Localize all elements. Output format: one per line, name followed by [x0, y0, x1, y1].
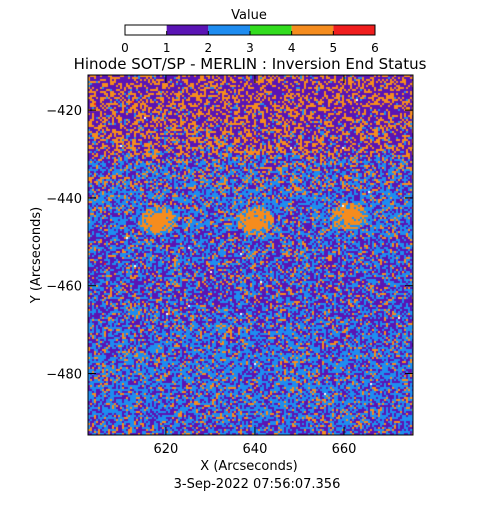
colorbar-tick-label: 2 — [205, 41, 213, 55]
colorbar-swatch-1 — [166, 25, 209, 35]
colorbar: Value 0 1 2 3 4 5 6 — [121, 8, 379, 55]
colorbar-tick-label: 1 — [163, 41, 171, 55]
y-axis-ticks: −420 −440 −460 −480 — [46, 104, 413, 383]
colorbar-swatch-4 — [291, 25, 334, 35]
timestamp: 3-Sep-2022 07:56:07.356 — [174, 477, 341, 492]
heatmap-image — [88, 75, 413, 435]
y-tick-label: −440 — [46, 192, 82, 207]
colorbar-label: Value — [231, 8, 267, 23]
colorbar-swatch-0 — [125, 25, 167, 35]
colorbar-tick-label: 6 — [371, 41, 379, 55]
x-axis-ticks: 620 640 660 — [153, 75, 356, 457]
y-tick-label: −480 — [46, 368, 82, 383]
colorbar-ticks: 0 1 2 3 4 5 6 — [121, 31, 379, 55]
x-tick-label: 620 — [153, 442, 178, 457]
heatmap-raster — [88, 75, 413, 435]
colorbar-tick-label: 5 — [330, 41, 338, 55]
y-axis-label: Y (Arcseconds) — [29, 207, 44, 304]
colorbar-swatches — [125, 25, 375, 35]
colorbar-swatch-5 — [333, 25, 375, 35]
plot-area: 620 640 660 −420 −440 −460 −480 — [46, 74, 414, 457]
y-tick-label: −420 — [46, 104, 82, 119]
colorbar-tick-label: 0 — [121, 41, 129, 55]
x-axis-label: X (Arcseconds) — [200, 459, 297, 474]
colorbar-swatch-3 — [250, 25, 292, 35]
colorbar-swatch-2 — [208, 25, 250, 35]
colorbar-tick-label: 4 — [288, 41, 296, 55]
plot-frame — [87, 74, 414, 436]
chart-title: Hinode SOT/SP - MERLIN : Inversion End S… — [74, 55, 427, 73]
x-tick-label: 660 — [332, 442, 357, 457]
y-tick-label: −460 — [46, 280, 82, 295]
x-tick-label: 640 — [243, 442, 268, 457]
colorbar-tick-label: 3 — [246, 41, 254, 55]
